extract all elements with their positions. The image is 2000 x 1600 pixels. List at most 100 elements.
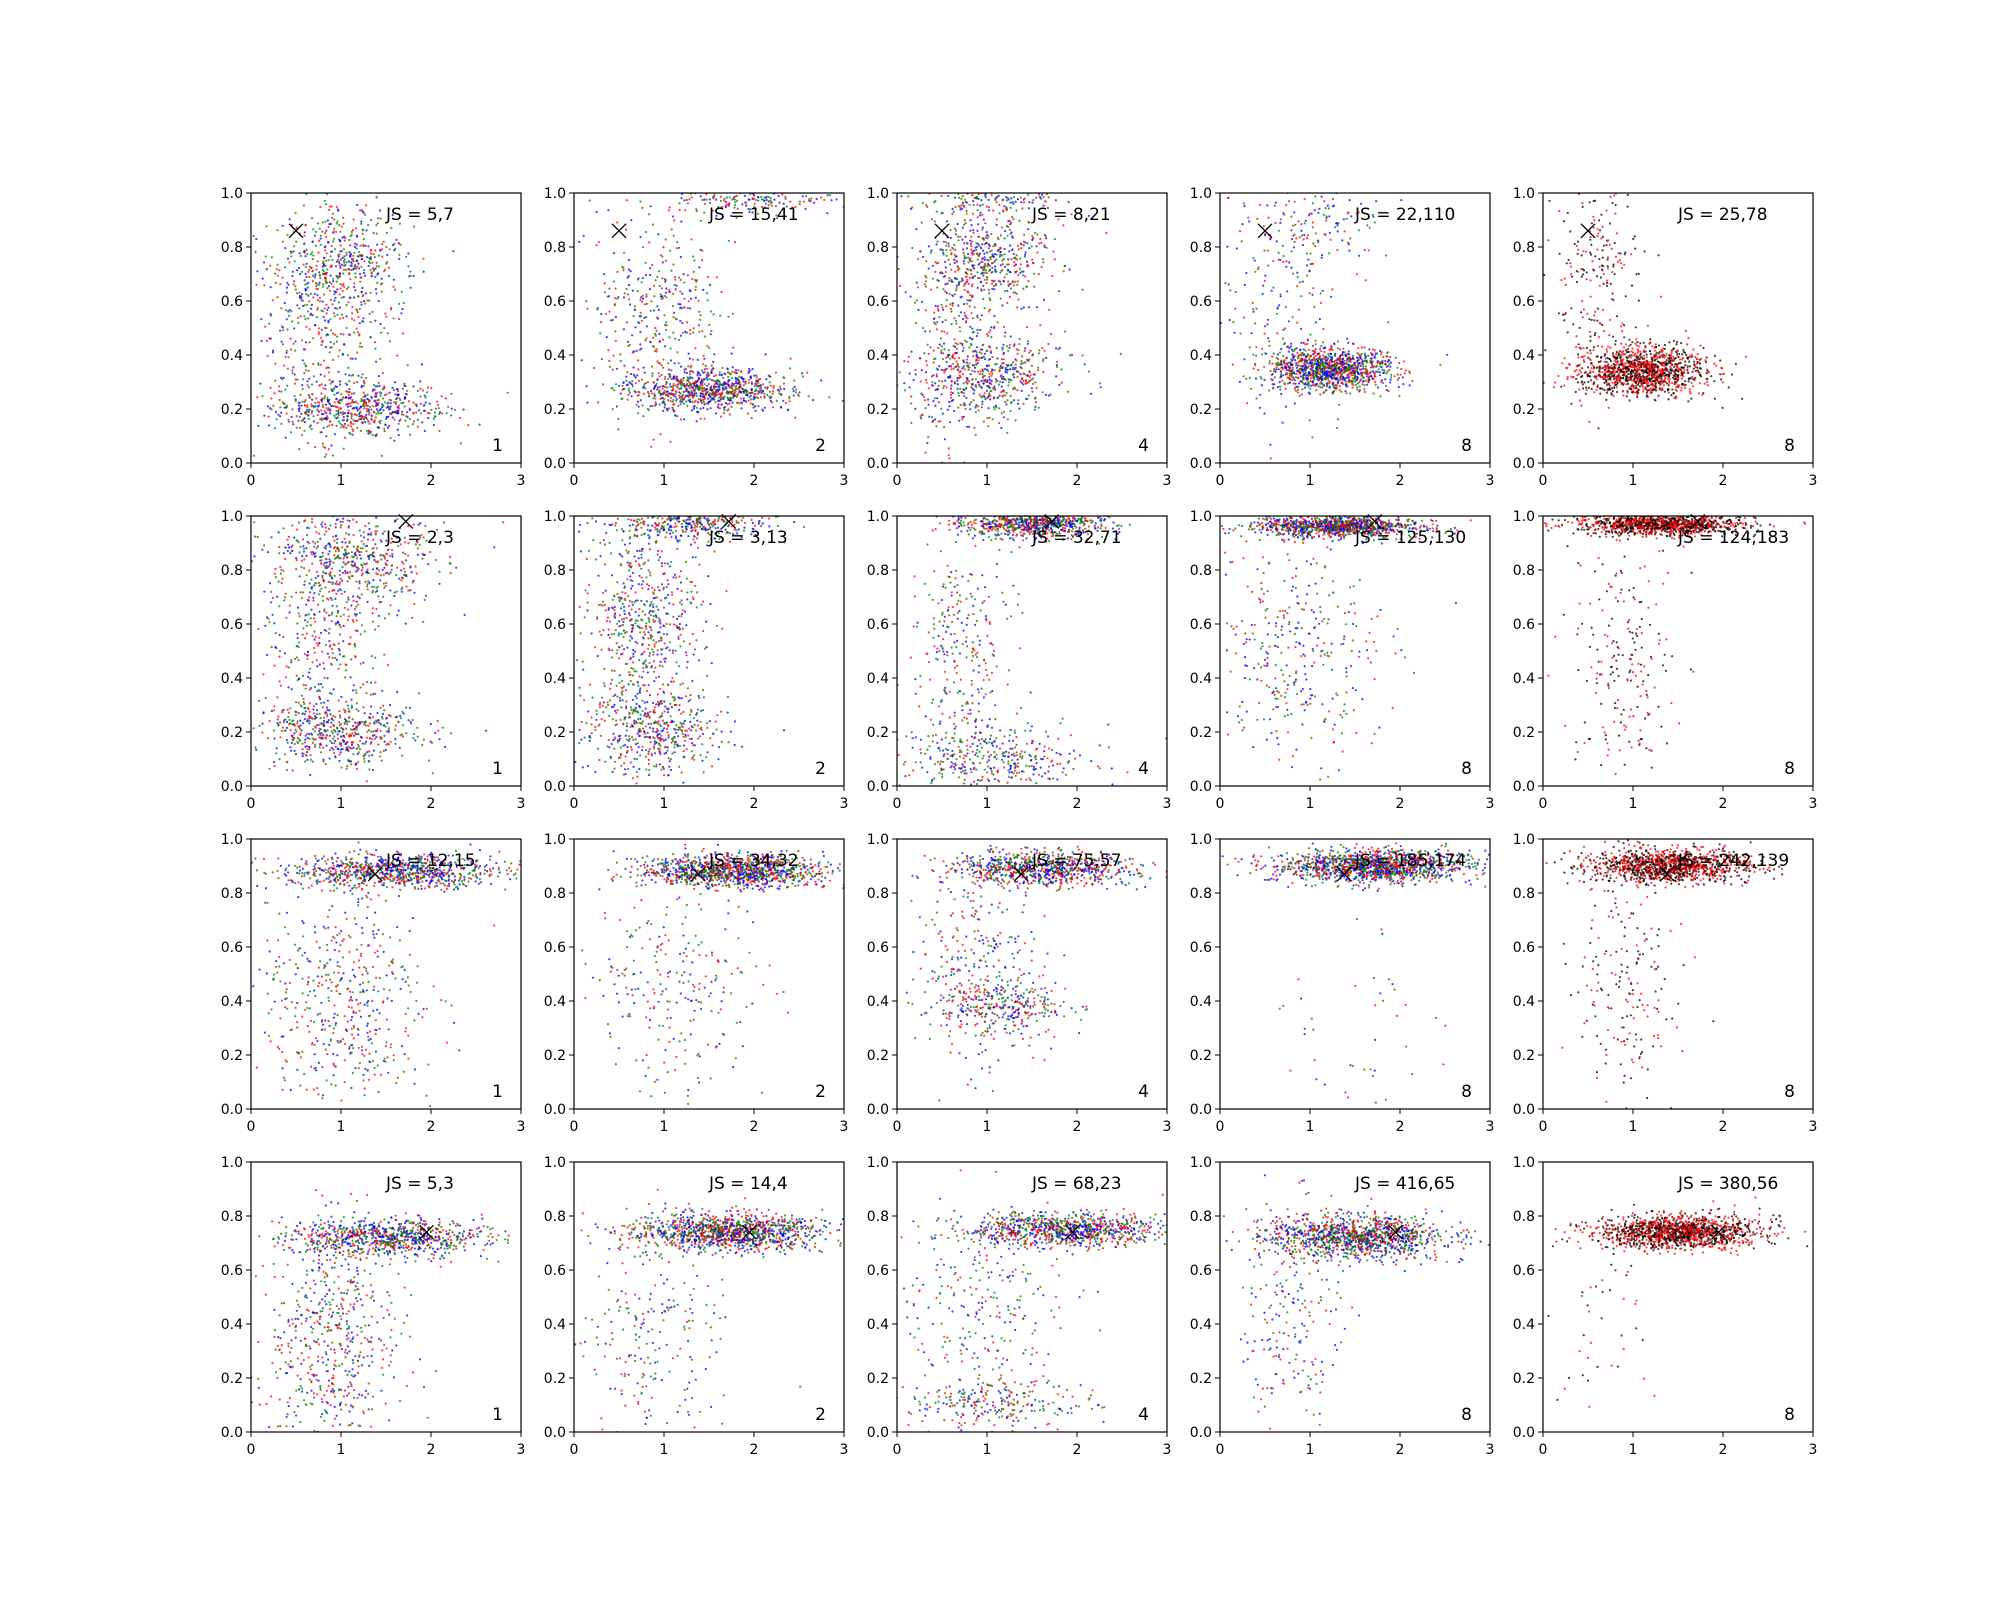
data-point <box>730 377 734 380</box>
data-point <box>401 332 405 335</box>
data-point <box>345 390 348 393</box>
data-point <box>954 352 957 355</box>
data-point <box>261 277 264 280</box>
data-point <box>980 385 983 388</box>
data-point <box>1012 284 1015 287</box>
data-point <box>401 410 404 413</box>
data-point <box>994 268 997 271</box>
data-point <box>692 255 695 258</box>
data-point <box>342 282 345 286</box>
data-point <box>336 288 339 291</box>
data-point <box>343 285 346 288</box>
data-point <box>338 264 341 267</box>
data-point <box>311 240 314 243</box>
data-point <box>1028 247 1031 250</box>
data-point <box>345 396 348 399</box>
data-point <box>362 317 365 320</box>
data-point <box>978 244 981 247</box>
data-point <box>375 393 378 396</box>
data-point <box>603 273 606 276</box>
data-point <box>1009 402 1013 405</box>
data-point <box>1385 365 1388 368</box>
data-point <box>323 257 326 260</box>
data-point <box>304 341 308 344</box>
data-point <box>1034 381 1037 384</box>
data-point <box>680 220 683 223</box>
data-point <box>975 359 978 362</box>
data-point <box>1028 371 1031 374</box>
data-point <box>669 385 672 388</box>
data-point <box>403 405 406 408</box>
data-point <box>669 374 672 378</box>
data-point <box>424 396 427 399</box>
data-point <box>1025 325 1028 329</box>
data-point <box>318 281 321 284</box>
data-point <box>716 393 719 396</box>
data-point <box>336 307 339 310</box>
data-point <box>961 415 964 419</box>
data-point <box>320 383 323 386</box>
data-point <box>312 228 315 231</box>
data-point <box>339 411 342 414</box>
data-point <box>310 383 314 386</box>
data-point <box>672 383 675 386</box>
data-point <box>953 253 956 256</box>
data-point <box>956 379 959 382</box>
data-point <box>689 290 692 293</box>
data-point <box>349 405 352 408</box>
data-point <box>741 387 744 390</box>
data-point <box>375 261 378 264</box>
data-point <box>931 416 934 419</box>
data-point <box>1013 376 1016 379</box>
data-point <box>350 317 354 320</box>
data-point <box>1020 307 1023 310</box>
data-point <box>335 222 338 225</box>
data-point <box>741 203 744 206</box>
data-point <box>1291 316 1294 319</box>
data-point <box>697 411 700 414</box>
data-point <box>934 404 937 407</box>
data-point <box>669 347 672 350</box>
data-point <box>362 238 365 241</box>
data-point <box>919 250 922 253</box>
data-point <box>1020 243 1023 246</box>
data-point <box>681 382 685 385</box>
data-point <box>673 377 676 380</box>
data-point <box>648 395 651 398</box>
data-point <box>1373 365 1376 368</box>
data-point <box>605 336 608 339</box>
data-point <box>348 238 351 242</box>
data-point <box>681 321 684 324</box>
data-point <box>1017 298 1020 301</box>
data-point <box>743 399 746 402</box>
data-point <box>1377 368 1380 371</box>
data-point <box>1019 196 1022 199</box>
data-point <box>932 400 935 403</box>
data-point <box>322 260 325 263</box>
data-point <box>335 205 338 208</box>
data-point <box>356 351 359 354</box>
data-point <box>1337 403 1341 406</box>
data-point <box>325 281 328 285</box>
data-point <box>981 213 984 216</box>
data-point <box>673 414 677 417</box>
data-point <box>319 237 322 240</box>
data-point <box>1276 386 1280 389</box>
data-point <box>710 329 713 333</box>
data-point <box>950 253 953 256</box>
data-point <box>1008 346 1011 349</box>
data-point <box>341 397 344 401</box>
data-point <box>974 349 977 352</box>
data-point <box>917 308 920 312</box>
data-point <box>257 424 260 427</box>
data-point <box>1298 236 1301 239</box>
data-point <box>1363 384 1366 387</box>
data-point <box>287 283 290 286</box>
data-point <box>754 388 757 391</box>
data-point <box>974 274 977 278</box>
data-point <box>617 428 620 431</box>
data-point <box>788 395 791 398</box>
data-point <box>664 238 667 241</box>
data-point <box>1291 237 1294 241</box>
point-cloud <box>252 193 509 458</box>
